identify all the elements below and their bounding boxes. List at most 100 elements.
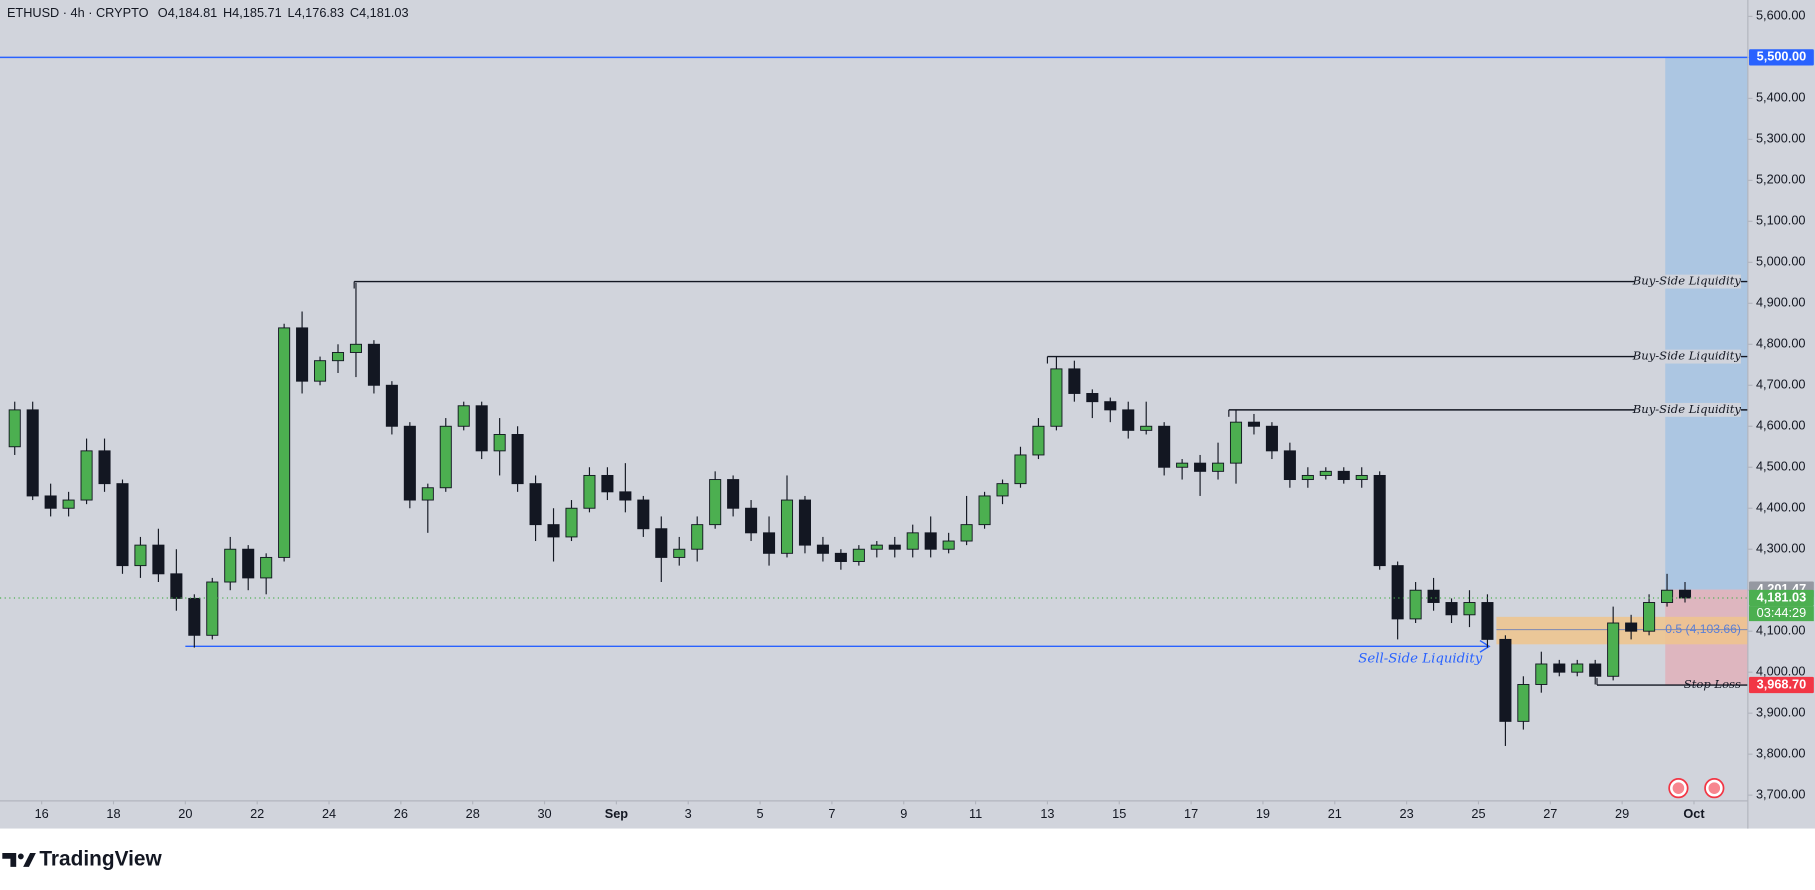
candle-body — [709, 479, 722, 526]
chart-background — [0, 0, 1815, 829]
logo-slash — [23, 852, 36, 867]
y-tick-label: 3,900.00 — [1756, 705, 1806, 720]
y-tick-label: 4,800.00 — [1756, 336, 1806, 351]
candle-body — [691, 524, 704, 550]
ohlc-close: C4,181.03 — [350, 5, 409, 20]
x-tick-label: 29 — [1615, 806, 1629, 821]
candle-body — [1535, 663, 1548, 685]
x-tick-label: 18 — [106, 806, 120, 821]
candle-body — [655, 528, 668, 558]
candle-body — [385, 384, 398, 427]
candle-body — [1499, 638, 1512, 722]
y-tick-label: 5,600.00 — [1756, 8, 1806, 23]
x-tick-label: 30 — [537, 806, 551, 821]
candle-body — [403, 425, 416, 501]
candle-body — [116, 483, 129, 567]
candle-body — [1014, 454, 1027, 485]
fib-label: 0.5 (4,103.66) — [1665, 622, 1741, 636]
candle-body — [1553, 663, 1566, 673]
plot-area: 0.5 (4,103.66) Buy-Side Liquidity Buy-Side… — [0, 56, 1748, 746]
event-flag-inner — [1708, 782, 1721, 794]
candle-body — [134, 544, 147, 567]
candle-body — [1050, 368, 1063, 427]
candle-body — [206, 581, 219, 636]
candle-body — [349, 343, 362, 353]
candle-body — [1481, 602, 1494, 640]
candle-body — [834, 552, 847, 562]
brand-name: TradingView — [39, 847, 162, 870]
candle-body — [421, 487, 434, 501]
sell-side-arrowhead — [1479, 639, 1491, 653]
candle-body — [888, 544, 901, 550]
candle-body — [547, 524, 560, 538]
candle-body — [960, 524, 973, 542]
candle-body — [529, 483, 542, 526]
candle-body — [942, 540, 955, 550]
sell-side-label: Sell-Side Liquidity — [1358, 652, 1482, 667]
x-tick-label: 16 — [35, 806, 49, 821]
y-tick-label: 5,000.00 — [1756, 254, 1806, 269]
candle-body — [296, 327, 309, 382]
x-tick-label: 15 — [1112, 806, 1126, 821]
candle-body — [1283, 450, 1296, 481]
candle-body — [1517, 684, 1530, 722]
countdown: 03:44:29 — [1757, 605, 1807, 620]
candle-body — [727, 479, 740, 509]
event-icons — [1668, 778, 1725, 799]
candle-body — [1265, 425, 1278, 452]
candle-body — [511, 433, 524, 485]
x-tick-label: 11 — [969, 806, 982, 821]
price-label: 5,500.00 — [1757, 49, 1807, 64]
ohlc-high: H4,185.71 — [223, 5, 282, 20]
x-tick-label: 25 — [1471, 806, 1485, 821]
candle-body — [852, 548, 865, 562]
candle-body — [314, 360, 327, 382]
y-tick-label: 4,500.00 — [1756, 459, 1806, 474]
y-tick-label: 4,400.00 — [1756, 500, 1806, 515]
candle-body — [906, 532, 919, 550]
candle-body — [439, 425, 452, 489]
candle-body — [457, 405, 470, 427]
chart-header: ETHUSD · 4h · CRYPTO O4,184.81 H4,185.71 L4… — [7, 5, 409, 20]
candle-body — [242, 548, 255, 579]
stop-loss-label: Stop Loss — [1684, 677, 1741, 691]
liquidity-label: Buy-Side Liquidity — [1632, 402, 1742, 416]
price-label-bg — [1749, 49, 1814, 66]
candle-body — [1086, 393, 1099, 403]
y-tick-label: 5,400.00 — [1756, 90, 1806, 105]
ohlc-low: L4,176.83 — [288, 5, 345, 20]
x-tick-label: 19 — [1256, 806, 1270, 821]
candle-body — [493, 433, 506, 452]
price-label: 4,181.03 — [1757, 589, 1807, 604]
price-label-bg — [1749, 676, 1814, 694]
candle-body — [870, 544, 883, 550]
x-tick-label: 13 — [1040, 806, 1054, 821]
candle-body — [80, 450, 93, 501]
candle-body — [1194, 462, 1207, 472]
x-tick-label: 7 — [828, 806, 835, 821]
y-tick-label: 5,300.00 — [1756, 131, 1806, 146]
candle-body — [1032, 425, 1045, 456]
liquidity-label: Buy-Side Liquidity — [1632, 349, 1742, 363]
candle-body — [673, 548, 686, 558]
y-tick-label: 4,900.00 — [1756, 295, 1806, 310]
price-label: 3,968.70 — [1757, 676, 1807, 691]
y-tick-label: 5,100.00 — [1756, 213, 1806, 228]
candle-body — [44, 495, 57, 509]
target-zone — [1665, 57, 1748, 590]
candle-body — [996, 483, 1009, 497]
candle-body — [98, 450, 111, 485]
x-tick-label: 24 — [322, 806, 336, 821]
candle-body — [1301, 474, 1314, 481]
x-tick-label: 9 — [900, 806, 907, 821]
x-tick-label: Oct — [1683, 806, 1705, 821]
candle-body — [763, 532, 776, 554]
candle-body — [601, 474, 614, 493]
candle-body — [260, 556, 273, 579]
brand-logo: TradingView — [2, 847, 162, 870]
candle-body — [1607, 622, 1620, 677]
fib-zone — [1496, 616, 1748, 645]
candle-body — [798, 499, 811, 546]
candle-body — [745, 507, 758, 534]
candle-body — [619, 491, 632, 501]
